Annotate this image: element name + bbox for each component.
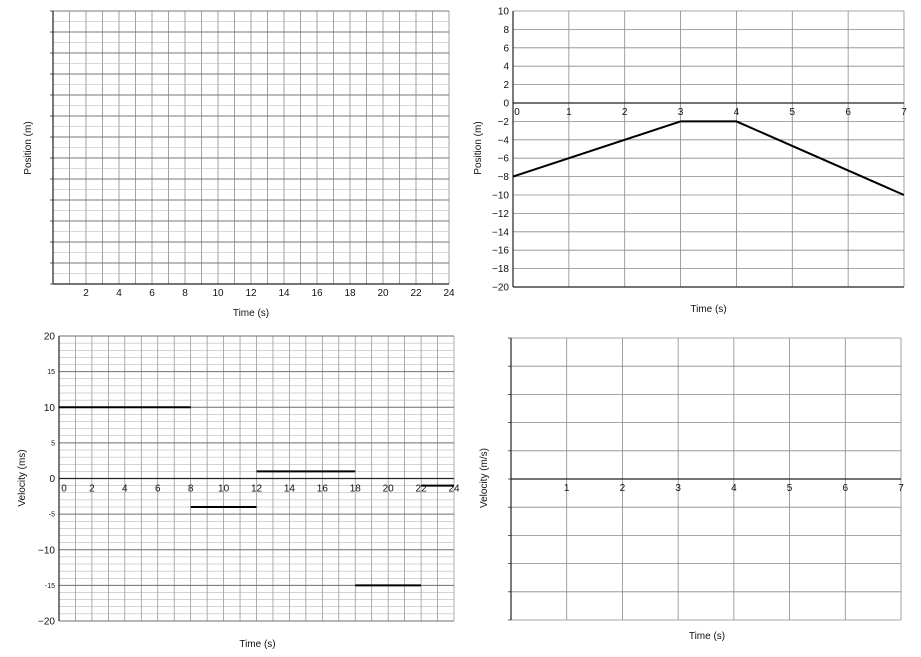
y-tick-label: 20 xyxy=(44,332,56,343)
y-tick-label: −8 xyxy=(498,172,510,183)
x-tick-label: 10 xyxy=(218,484,230,495)
x-tick-label: 22 xyxy=(416,484,428,495)
y-tick-label: 10 xyxy=(498,7,510,18)
position-time-chart: 0 1 2 3 4 5 6 7 10 8 6 4 2 0 −2 −4 −6 −8 −10 −12 −14 −16 −18 −2… xyxy=(473,7,907,316)
y-tick-label: −20 xyxy=(38,617,55,628)
x-axis-label: Time (s) xyxy=(690,304,726,315)
y-tick-label: −2 xyxy=(498,117,510,128)
y-axis-label: Velocity (ms) xyxy=(17,449,28,506)
x-tick-label: 2 xyxy=(89,484,95,495)
x-tick-label: 12 xyxy=(245,288,257,299)
x-tick-label: 2 xyxy=(83,288,89,299)
x-tick-label: 1 xyxy=(564,483,570,494)
y-tick-label: 8 xyxy=(503,25,509,36)
x-tick-label: 12 xyxy=(251,484,263,495)
y-axis-label: Position (m) xyxy=(23,121,34,174)
x-tick-label: 1 xyxy=(566,107,572,118)
y-tick-label: −20 xyxy=(492,283,509,294)
x-tick-label: 3 xyxy=(675,483,681,494)
y-tick-label: -5 xyxy=(49,512,55,519)
x-tick-label: 22 xyxy=(410,288,422,299)
x-tick-label: 5 xyxy=(790,107,796,118)
y-tick-label: −4 xyxy=(498,135,510,146)
x-tick-label: 14 xyxy=(284,484,296,495)
x-tick-label: 6 xyxy=(155,484,161,495)
y-tick-label: 10 xyxy=(44,403,56,414)
x-tick-label: 24 xyxy=(448,484,460,495)
x-tick-label: 8 xyxy=(182,288,188,299)
x-tick-label: 7 xyxy=(901,107,907,118)
y-tick-label: 2 xyxy=(503,80,509,91)
velocity-time-chart: 0 2 4 6 8 10 12 14 16 18 20 22 2420151050-5−10-15−20… xyxy=(17,332,460,651)
velocity-time-blank-chart: 1 2 3 4 5 6 7 Time (s) Velocity (m/s) xyxy=(479,337,904,642)
x-tick-label: 3 xyxy=(678,107,684,118)
y-tick-label: −14 xyxy=(492,227,509,238)
x-tick-label: 18 xyxy=(350,484,362,495)
x-tick-label: 4 xyxy=(122,484,128,495)
x-tick-label: 6 xyxy=(149,288,155,299)
y-tick-label: −18 xyxy=(492,264,509,275)
y-tick-label: −6 xyxy=(498,154,510,165)
y-tick-label: −10 xyxy=(38,545,55,556)
x-tick-label: 20 xyxy=(383,484,395,495)
y-tick-label: 6 xyxy=(503,43,509,54)
x-tick-label: 18 xyxy=(344,288,356,299)
x-tick-label: 10 xyxy=(212,288,224,299)
x-tick-label: 8 xyxy=(188,484,194,495)
x-tick-label: 6 xyxy=(843,483,849,494)
y-tick-label: −16 xyxy=(492,246,509,257)
x-tick-label: 16 xyxy=(317,484,329,495)
y-axis-label: Velocity (m/s) xyxy=(479,448,490,508)
x-tick-label: 7 xyxy=(898,483,904,494)
y-tick-label: −10 xyxy=(492,191,509,202)
x-axis-label: Time (s) xyxy=(233,308,269,319)
x-tick-label: 5 xyxy=(787,483,793,494)
x-tick-label: 6 xyxy=(845,107,851,118)
x-tick-label: 16 xyxy=(311,288,323,299)
y-axis-label: Position (m) xyxy=(473,121,484,174)
x-tick-label: 0 xyxy=(514,107,520,118)
x-tick-label: 14 xyxy=(278,288,290,299)
x-tick-label: 4 xyxy=(734,107,740,118)
x-tick-label: 4 xyxy=(116,288,122,299)
y-tick-label: 4 xyxy=(503,62,509,73)
y-tick-label: −12 xyxy=(492,209,509,220)
y-tick-label: 15 xyxy=(47,369,55,376)
y-tick-label: 0 xyxy=(503,99,509,110)
y-tick-label: 0 xyxy=(49,474,55,485)
x-tick-label: 4 xyxy=(731,483,737,494)
x-tick-label: 24 xyxy=(443,288,455,299)
x-tick-label: 0 xyxy=(61,484,67,495)
position-series-line xyxy=(512,120,905,196)
x-axis-label: Time (s) xyxy=(239,639,275,650)
y-tick-label: -15 xyxy=(45,583,55,590)
x-tick-label: 20 xyxy=(377,288,389,299)
x-tick-label: 2 xyxy=(620,483,626,494)
x-tick-label: 2 xyxy=(622,107,628,118)
y-tick-label: 5 xyxy=(51,440,55,447)
x-axis-label: Time (s) xyxy=(689,631,725,642)
